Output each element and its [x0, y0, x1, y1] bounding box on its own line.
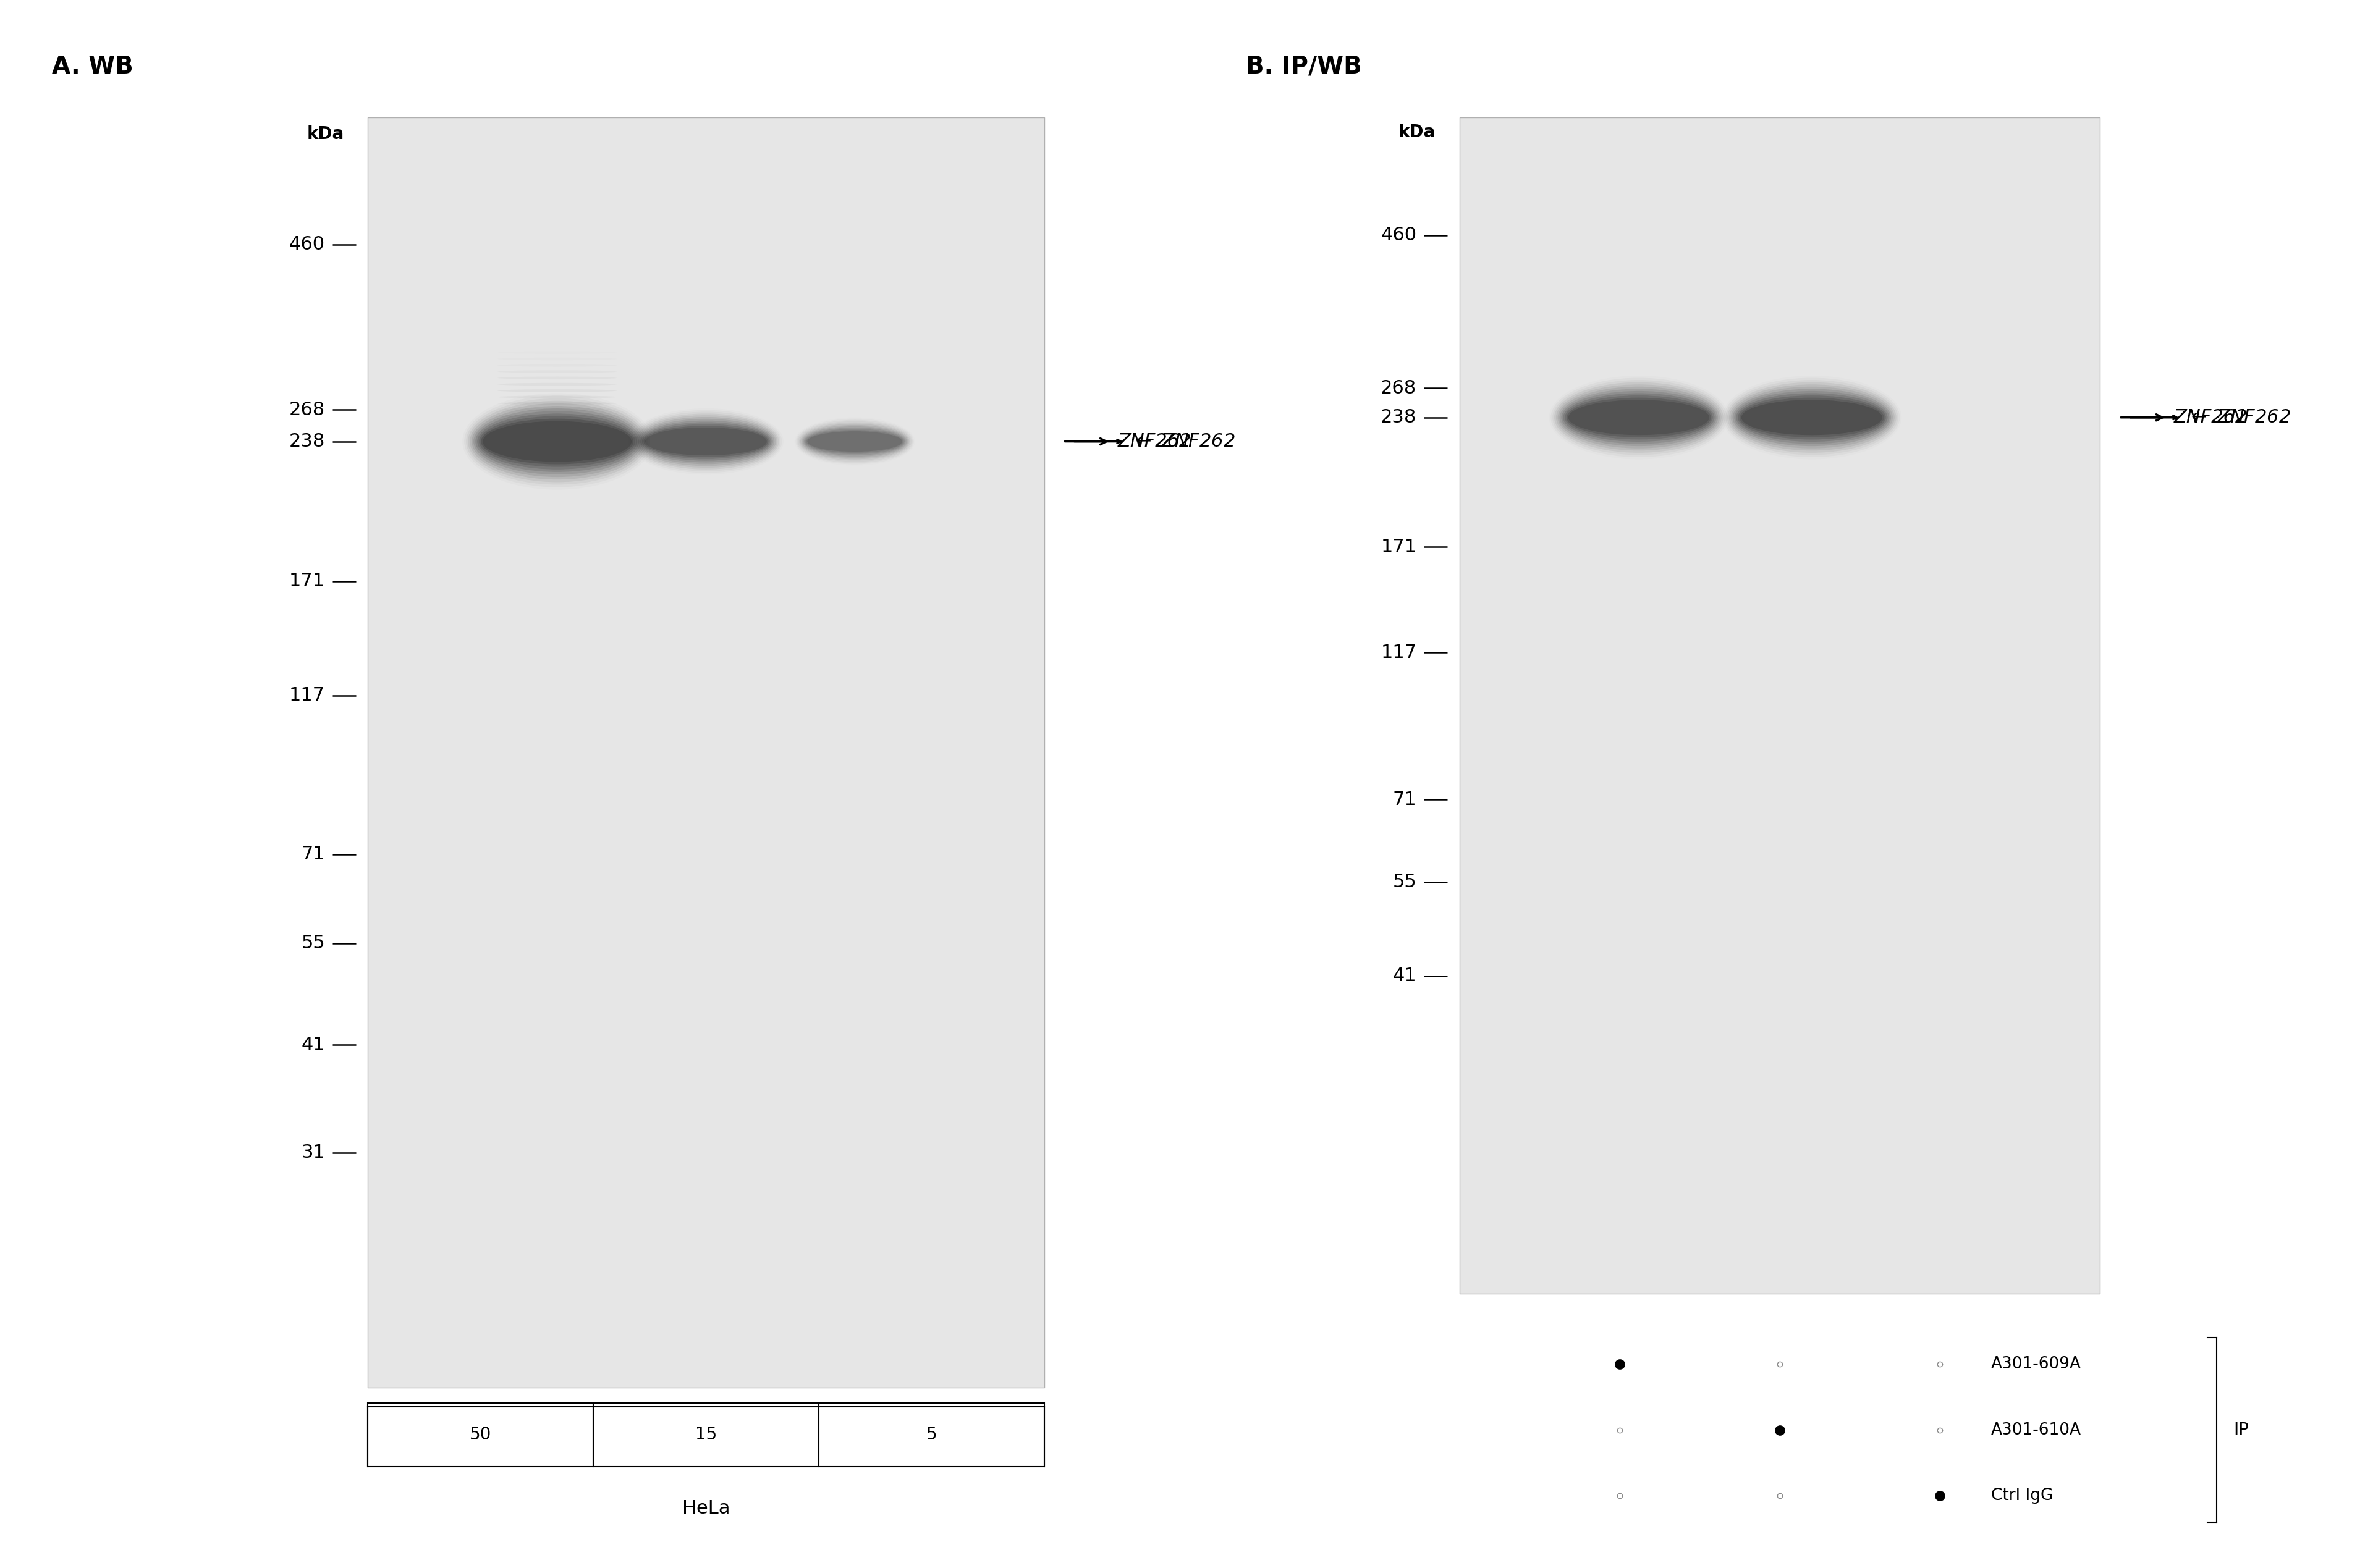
Ellipse shape [645, 428, 766, 455]
Text: 460: 460 [1381, 226, 1417, 245]
Ellipse shape [1737, 394, 1887, 442]
Text: IP: IP [2233, 1421, 2250, 1439]
Bar [368, 118, 1044, 1388]
Ellipse shape [804, 428, 906, 455]
Text: 460: 460 [290, 235, 325, 254]
Ellipse shape [498, 383, 617, 386]
Text: 71: 71 [1393, 790, 1417, 809]
Ellipse shape [1742, 400, 1882, 436]
Bar [593, 1403, 819, 1466]
Ellipse shape [472, 406, 643, 477]
Text: ZNF262: ZNF262 [1118, 433, 1191, 450]
Ellipse shape [470, 403, 645, 480]
Text: kDa: kDa [1398, 124, 1436, 141]
Ellipse shape [1557, 387, 1720, 448]
Text: 5: 5 [925, 1425, 937, 1443]
Text: 117: 117 [290, 687, 325, 704]
Ellipse shape [1737, 395, 1887, 439]
Bar [819, 1403, 1044, 1466]
Ellipse shape [643, 426, 769, 458]
Text: 238: 238 [290, 433, 325, 450]
Ellipse shape [479, 416, 636, 467]
Ellipse shape [482, 419, 634, 464]
Ellipse shape [1564, 395, 1713, 439]
Ellipse shape [638, 419, 774, 464]
Ellipse shape [467, 401, 645, 481]
Text: 31: 31 [301, 1143, 325, 1162]
Ellipse shape [1557, 384, 1720, 450]
Text: 117: 117 [1381, 644, 1417, 662]
Ellipse shape [643, 423, 769, 459]
Text: A301-610A: A301-610A [1991, 1422, 2081, 1438]
Text: 55: 55 [1393, 873, 1417, 891]
Text: 41: 41 [1393, 967, 1417, 985]
Ellipse shape [807, 430, 904, 453]
Text: 50: 50 [470, 1425, 491, 1443]
Ellipse shape [1566, 398, 1711, 437]
Ellipse shape [498, 389, 617, 392]
Text: 71: 71 [301, 845, 325, 864]
Ellipse shape [1739, 398, 1884, 437]
Ellipse shape [800, 423, 909, 459]
Text: 55: 55 [301, 935, 325, 952]
Ellipse shape [804, 428, 904, 455]
Bar [1459, 118, 2100, 1294]
Ellipse shape [477, 414, 638, 469]
Ellipse shape [1569, 400, 1709, 436]
Ellipse shape [641, 422, 771, 461]
Text: 41: 41 [301, 1036, 325, 1054]
Ellipse shape [1730, 384, 1894, 450]
Ellipse shape [802, 425, 909, 458]
Text: 171: 171 [1381, 538, 1417, 555]
Ellipse shape [1735, 390, 1889, 444]
Ellipse shape [636, 417, 776, 466]
Ellipse shape [638, 420, 774, 463]
Ellipse shape [1561, 390, 1716, 444]
Text: ZNF262: ZNF262 [2174, 409, 2247, 426]
Ellipse shape [1732, 389, 1891, 447]
Text: A. WB: A. WB [52, 55, 133, 78]
Ellipse shape [475, 411, 638, 472]
Ellipse shape [475, 408, 641, 475]
Ellipse shape [482, 422, 631, 463]
Text: B. IP/WB: B. IP/WB [1246, 55, 1362, 78]
Text: 268: 268 [1381, 379, 1417, 397]
Ellipse shape [807, 431, 902, 452]
Ellipse shape [1730, 387, 1894, 448]
Ellipse shape [1554, 383, 1723, 453]
Ellipse shape [802, 426, 906, 456]
Text: kDa: kDa [306, 125, 344, 143]
Ellipse shape [1728, 383, 1896, 453]
Text: 238: 238 [1381, 409, 1417, 426]
Text: 15: 15 [695, 1425, 717, 1443]
Text: 171: 171 [290, 572, 325, 590]
Text: Ctrl IgG: Ctrl IgG [1991, 1488, 2053, 1504]
Text: $\leftarrow$ ZNF262: $\leftarrow$ ZNF262 [1132, 433, 1234, 450]
Ellipse shape [1559, 389, 1718, 447]
Ellipse shape [634, 416, 778, 467]
Text: 268: 268 [290, 401, 325, 419]
Text: $\leftarrow$ ZNF262: $\leftarrow$ ZNF262 [2188, 409, 2290, 426]
Ellipse shape [1564, 394, 1716, 442]
Ellipse shape [498, 395, 617, 398]
Text: A301-609A: A301-609A [1991, 1356, 2081, 1372]
Bar [368, 1403, 593, 1466]
Text: HeLa: HeLa [681, 1499, 731, 1518]
